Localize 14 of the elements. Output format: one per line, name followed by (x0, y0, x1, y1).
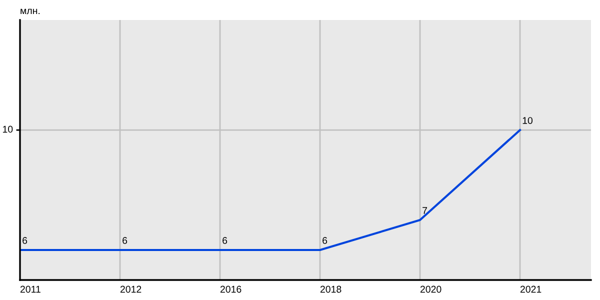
data-label: 10 (522, 117, 533, 124)
data-label: 6 (22, 237, 28, 244)
ref-line-label: 10 (2, 126, 13, 133)
data-label: 6 (222, 237, 228, 244)
x-tick-label: 2011 (20, 286, 40, 293)
x-tick-label: 2020 (420, 286, 442, 293)
x-tick-label: 2012 (120, 286, 142, 293)
x-tick-label: 2018 (320, 286, 342, 293)
data-label: 6 (122, 237, 128, 244)
data-label: 6 (322, 237, 328, 244)
x-tick-label: 2016 (220, 286, 242, 293)
y-axis-title: млн. (20, 8, 40, 14)
data-label: 7 (422, 207, 427, 214)
x-tick-label: 2021 (520, 286, 542, 293)
